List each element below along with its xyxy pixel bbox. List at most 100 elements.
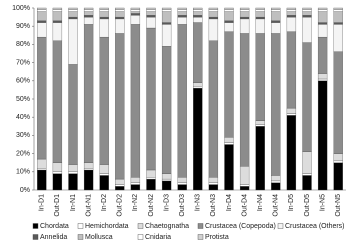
bar-segment [255,9,265,12]
x-tick-label: In-N4 [257,194,264,211]
bar-segment [317,7,328,10]
bar-segment [130,177,141,183]
x-tick-label: In-D2 [101,194,108,211]
bar-segment [208,18,219,41]
bar-segment [271,9,281,12]
bar-segment [130,7,141,10]
y-tick-label: 90% [16,23,30,30]
x-tick-label: Out-N4 [273,194,280,217]
bar-segment [317,9,328,12]
bar-segment [333,22,343,25]
bar-segment [99,9,109,12]
x-tick-label: Out-N3 [210,194,217,217]
bar-segment [83,162,94,169]
bar-segment [52,171,63,174]
legend-swatch [32,234,39,240]
bar-segment [333,160,343,163]
bar-segment [317,36,328,74]
bar-segment [286,9,297,12]
bar-segment [52,162,63,172]
bar-segment [286,115,297,191]
bar-segment [68,173,78,191]
bar-segment [68,7,78,10]
bar-segment [130,11,141,14]
bar-segment [99,36,109,165]
bar-segment [146,169,156,178]
y-tick-label: 10% [16,169,30,176]
legend-label: Chaetognatha [145,223,189,230]
bar-segment [255,18,265,34]
x-tick-label: In-D5 [288,194,295,211]
bar-segment [115,178,125,185]
bar-segment [224,137,234,143]
bar-segment [317,73,328,80]
bar-segment [161,7,172,10]
bar-segment [177,7,187,10]
bar-segment [115,184,125,187]
y-tick-label: 80% [16,41,30,48]
y-tick-label: 20% [16,150,30,157]
bar-segment [333,51,343,154]
bar-segment [271,182,281,191]
bar-segment [83,24,94,163]
x-tick-label: Out-D5 [304,194,311,217]
legend-label: Crustacea (Copepoda) [205,223,276,230]
bar-segment [52,22,63,41]
bar-segment [83,168,94,171]
bar-segment [286,16,297,32]
bar-segment [193,15,203,18]
bar-segment [130,24,141,178]
bar-segment [115,7,125,10]
legend-swatch [137,223,144,229]
legend-swatch [77,223,84,229]
bar-segment [286,31,297,109]
bar-segment [208,182,219,185]
bar-segment [115,11,125,18]
bar-segment [68,11,78,18]
bar-segment [271,11,281,21]
bar-segment [317,22,328,25]
bar-segment [193,9,203,12]
bar-segment [99,7,109,10]
bar-segment [193,82,203,87]
legend-swatch [32,223,39,229]
x-tick-label: In-D1 [39,194,46,211]
bar-segment [146,15,156,18]
bar-segment [52,40,63,163]
legend-swatch [197,234,204,240]
bar-segment [255,7,265,10]
bar-segment [271,7,281,10]
bar-segment [161,173,172,180]
bar-segment [302,9,312,12]
bar-segment [130,15,141,25]
bar-segment [271,175,281,182]
bar-segment [99,173,109,176]
bar-segment [224,7,234,10]
bar-segment [37,168,47,171]
bar-segment [193,16,203,23]
bar-segment [271,180,281,183]
legend-swatch [197,223,204,229]
bar-segment [224,9,234,12]
bar-segment [193,7,203,10]
bar-segment [193,86,203,89]
bar-segment [161,178,172,182]
bar-segment [239,18,250,34]
bar-segment [177,24,187,178]
bar-segment [83,9,94,12]
bar-segment [37,36,47,160]
bar-segment [239,11,250,18]
bar-segment [99,16,109,20]
bar-segment [239,186,250,191]
bar-segment [333,11,343,23]
bar-segment [37,20,47,23]
y-tick-label: 100% [12,5,30,12]
bar-segment [115,33,125,180]
bar-segment [286,7,297,10]
bar-segment [115,16,125,20]
x-tick-label: Out-D2 [117,194,124,217]
bar-segment [146,177,156,180]
bar-segment [224,31,234,138]
bar-segment [302,15,312,18]
